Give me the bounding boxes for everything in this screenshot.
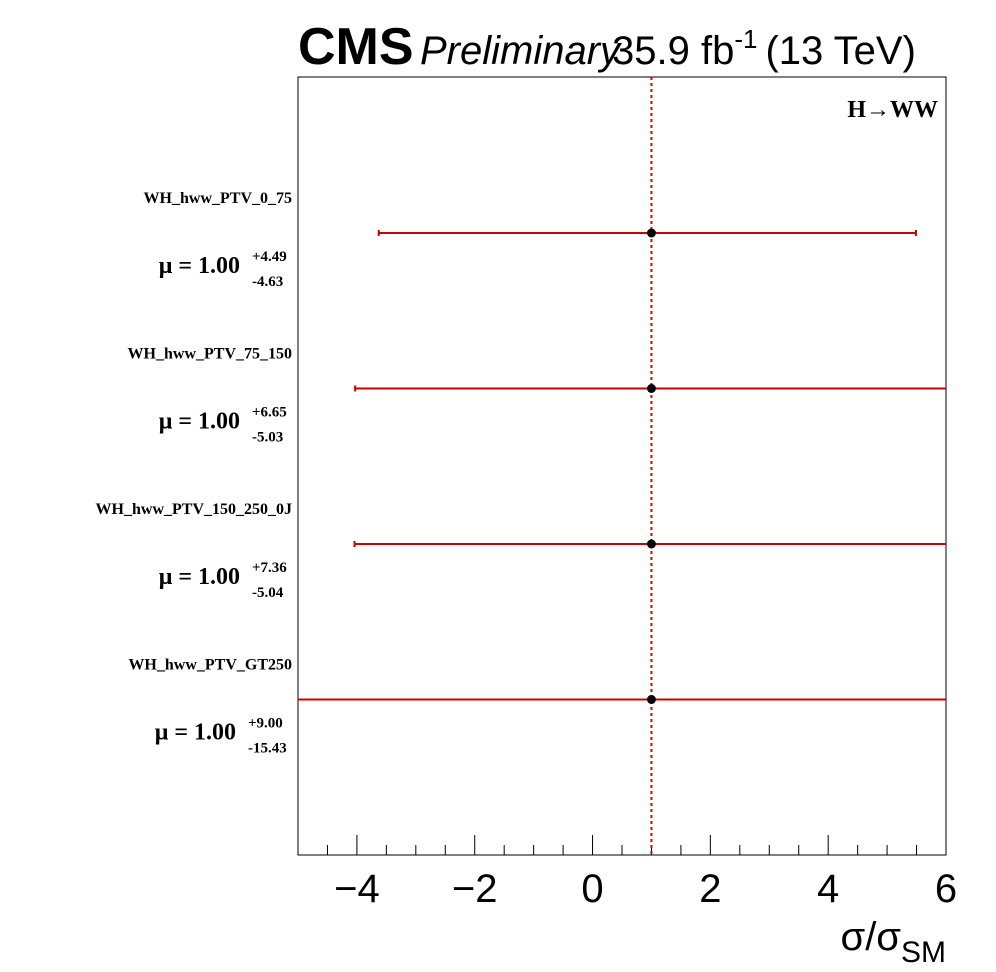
x-tick-label: 2 — [699, 867, 721, 911]
mu-value: μ = 1.00 — [159, 253, 240, 279]
category-name: WH_hww_PTV_150_250_0J — [96, 501, 292, 518]
mu-err-down: -4.63 — [252, 274, 283, 290]
x-axis-title-sub: SM — [901, 936, 946, 969]
category-name: WH_hww_PTV_0_75 — [144, 190, 292, 207]
mu-err-up: +4.49 — [252, 249, 287, 265]
category-name: WH_hww_PTV_GT250 — [128, 657, 292, 674]
best-fit-point — [646, 539, 656, 549]
status-label: Preliminary — [420, 29, 623, 73]
category-row: WH_hww_PTV_0_75 μ = 1.00 +4.49 -4.63 — [144, 190, 917, 290]
x-axis-title: σ/σSM — [841, 915, 947, 969]
lumi-label: 35.9 fb-1 (13 TeV) — [612, 24, 916, 73]
x-axis-tick-labels: −4 −2 0 2 4 6 — [334, 867, 957, 911]
category-rows: WH_hww_PTV_0_75μ = 1.00 +4.49-4.63WH_hww_… — [96, 190, 946, 757]
category-name: WH_hww_PTV_75_150 — [128, 346, 292, 363]
plot-frame — [297, 76, 947, 856]
best-fit-point — [646, 228, 656, 238]
mu-err-down: -5.03 — [252, 430, 283, 446]
mu-value: μ = 1.00 — [155, 720, 236, 746]
mu-err-up: +7.36 — [252, 560, 287, 576]
x-tick-label: −4 — [334, 867, 380, 911]
x-axis-title-main: σ/σ — [841, 915, 902, 959]
best-fit-point — [646, 384, 656, 393]
mu-err-up: +6.65 — [252, 405, 287, 421]
mu-err-up: +9.00 — [248, 716, 283, 732]
x-tick-label: 0 — [581, 867, 603, 911]
x-tick-label: 4 — [817, 867, 839, 911]
channel-label: H→WW — [847, 97, 938, 123]
x-tick-label: 6 — [935, 867, 957, 911]
category-row: WH_hww_PTV_GT250 μ = 1.00 +9.00 -15.43 — [128, 657, 946, 757]
experiment-label: CMS — [298, 18, 414, 76]
category-row: WH_hww_PTV_150_250_0J μ = 1.00 +7.36 -5.04 — [96, 501, 946, 601]
lumi-value: 35.9 fb — [612, 29, 734, 73]
category-row: WH_hww_PTV_75_150 μ = 1.00 +6.65 -5.03 — [128, 346, 946, 446]
mu-value: μ = 1.00 — [159, 409, 240, 435]
lumi-exponent: -1 — [734, 24, 757, 54]
mu-err-down: -5.04 — [252, 585, 284, 601]
x-axis-ticks — [297, 835, 947, 855]
mu-value: μ = 1.00 — [159, 564, 240, 590]
energy-label: (13 TeV) — [765, 29, 915, 73]
mu-err-down: -15.43 — [248, 741, 287, 757]
best-fit-point — [646, 695, 656, 704]
x-tick-label: −2 — [452, 867, 498, 911]
